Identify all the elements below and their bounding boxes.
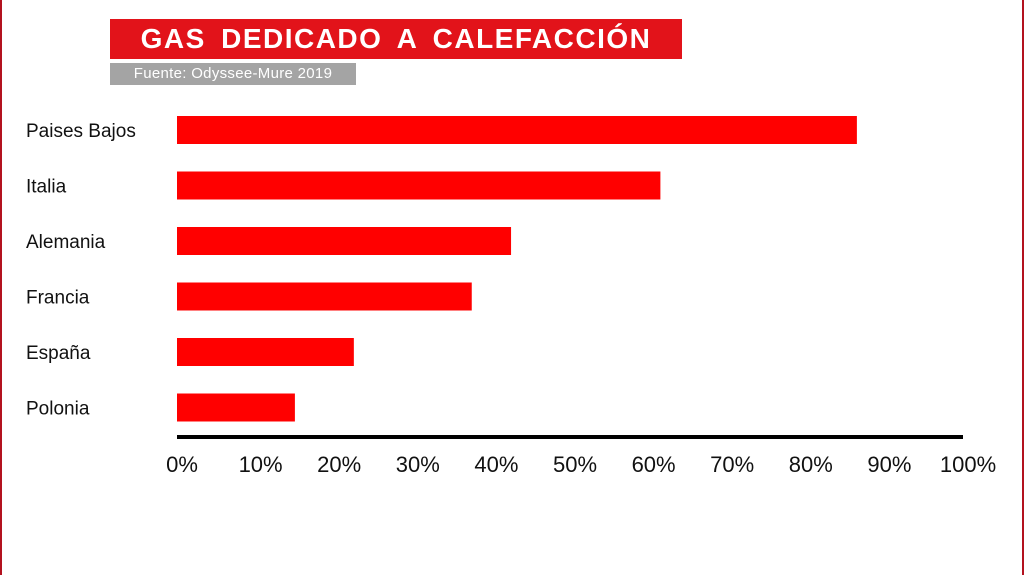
chart-title: GAS DEDICADO A CALEFACCIÓN <box>110 19 682 59</box>
x-tick-label: 30% <box>396 452 440 477</box>
bar <box>177 393 295 422</box>
category-label: Francia <box>26 288 90 309</box>
x-tick-label: 20% <box>317 452 361 477</box>
bar <box>177 171 661 200</box>
x-tick-label: 100% <box>940 452 996 477</box>
x-tick-label: 90% <box>867 452 911 477</box>
x-tick-label: 60% <box>632 452 676 477</box>
category-label: Polonia <box>26 399 90 420</box>
bar <box>177 338 354 366</box>
x-tick-label: 10% <box>239 452 283 477</box>
x-tick-label: 80% <box>789 452 833 477</box>
chart-source: Fuente: Odyssee-Mure 2019 <box>110 63 356 85</box>
bar <box>177 282 472 311</box>
category-label: Paises Bajos <box>26 121 136 142</box>
bar <box>177 116 857 144</box>
category-label: Italia <box>26 177 67 198</box>
x-axis-line <box>177 435 963 439</box>
bar <box>177 227 512 255</box>
category-label: Alemania <box>26 232 106 253</box>
x-tick-label: 70% <box>710 452 754 477</box>
x-tick-label: 0% <box>166 452 198 477</box>
x-tick-label: 50% <box>553 452 597 477</box>
x-tick-label: 40% <box>474 452 518 477</box>
category-label: España <box>26 343 91 364</box>
